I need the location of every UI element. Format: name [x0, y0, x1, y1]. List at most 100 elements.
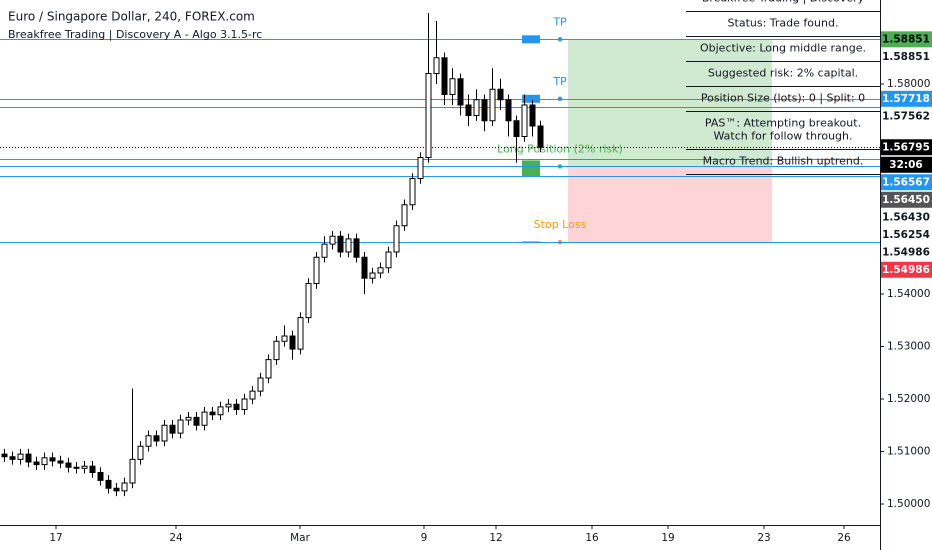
- info-text: Position Size (lots): 0 | Split: 0: [701, 92, 865, 105]
- candle-body: [441, 57, 448, 95]
- candle-body: [233, 403, 240, 410]
- x-tick-label: 19: [661, 532, 674, 544]
- candle-body: [457, 78, 464, 106]
- price-tag-label: 1.58851: [882, 33, 930, 45]
- candle-body: [353, 238, 360, 258]
- candle-body: [385, 251, 392, 269]
- price-tag: [881, 108, 932, 125]
- level-marker: [522, 94, 540, 103]
- candle-body: [321, 243, 328, 258]
- profit-zone: [568, 39, 772, 167]
- price-tag-label: 1.56450: [882, 194, 930, 206]
- candle-body: [161, 424, 168, 442]
- y-tick-label: 1.51000: [887, 446, 930, 458]
- candle-body: [417, 157, 424, 179]
- candle-body: [25, 453, 32, 463]
- x-tick-label: 17: [49, 532, 62, 544]
- candle-body: [177, 419, 184, 434]
- y-tick-label: 1.52000: [887, 393, 930, 405]
- candle-body: [97, 472, 104, 481]
- y-tick-label: 1.50000: [887, 498, 930, 510]
- price-tag: [881, 244, 932, 261]
- candle-body: [361, 256, 368, 279]
- candle-body: [377, 267, 384, 274]
- candle-body: [281, 335, 288, 342]
- position-layer: TP TP Long Position (2% risk) Stop Loss: [497, 15, 772, 245]
- countdown-tag: [881, 156, 932, 173]
- candle-body: [425, 73, 432, 158]
- price-tag: [881, 261, 932, 278]
- candle-body: [529, 104, 536, 127]
- price-tag: [881, 209, 932, 226]
- price-tag: [881, 48, 932, 65]
- candle-body: [497, 88, 504, 101]
- candle-body: [201, 411, 208, 426]
- y-tick-label: 1.53000: [887, 341, 930, 353]
- y-tick-label: 1.58000: [887, 78, 930, 90]
- level-label: TP: [552, 75, 567, 88]
- info-text: Macro Trend: Bullish uptrend.: [703, 155, 864, 168]
- candle-body: [433, 57, 440, 74]
- candle-body: [465, 104, 472, 116]
- candle-body: [505, 99, 512, 122]
- level-label: Stop Loss: [534, 218, 587, 231]
- candle-body: [289, 335, 296, 350]
- info-text: Watch for follow through.: [713, 130, 852, 143]
- candle-body: [169, 424, 176, 434]
- info-text: Suggested risk: 2% capital.: [708, 67, 858, 80]
- candle-body: [105, 479, 112, 489]
- candle-body: [369, 272, 376, 279]
- candle-body: [305, 283, 312, 319]
- candle-body: [129, 458, 136, 484]
- price-tag: [881, 226, 932, 243]
- candle-body: [145, 435, 152, 447]
- chart-subtitle: Breakfree Trading | Discovery A - Algo 3…: [8, 28, 262, 41]
- candle-body: [537, 125, 544, 148]
- candle-body: [9, 456, 16, 460]
- info-text: Status: Trade found.: [728, 17, 839, 30]
- candle-body: [89, 465, 96, 474]
- price-tag-label: 1.58851: [882, 51, 930, 63]
- candle-body: [273, 340, 280, 361]
- price-tag: [881, 139, 932, 156]
- candle-body: [73, 466, 80, 469]
- candle-body: [241, 398, 248, 410]
- x-tick-label: 23: [757, 532, 770, 544]
- candle-body: [481, 99, 488, 122]
- price-tag: [881, 174, 932, 191]
- chart-title: Euro / Singapore Dollar, 240, FOREX.com: [8, 10, 255, 24]
- candle-body: [225, 403, 232, 408]
- candle-body: [257, 377, 264, 392]
- candle-body: [17, 453, 24, 460]
- candle-body: [249, 390, 256, 400]
- candle-body: [185, 416, 192, 421]
- candle-body: [113, 487, 120, 492]
- info-text: Objective: Long middle range.: [700, 42, 866, 55]
- candle-body: [489, 88, 496, 122]
- candle-body: [209, 411, 216, 416]
- candle-body: [193, 416, 200, 426]
- level-label: Long Position (2% risk): [497, 142, 623, 155]
- level-dot: [557, 96, 563, 102]
- candle-body: [265, 359, 272, 379]
- candle-body: [329, 235, 336, 245]
- candle-body: [409, 178, 416, 206]
- info-panel: Breakfree Trading | Discovery Status: Tra…: [686, 0, 880, 175]
- candle-body: [297, 317, 304, 350]
- price-tag-label: 1.54986: [882, 264, 930, 276]
- price-tag-label: 1.56254: [882, 229, 930, 241]
- candle-layer: [1, 13, 544, 497]
- candle-body: [337, 235, 344, 253]
- candle-body: [49, 457, 56, 462]
- candle-body: [401, 204, 408, 227]
- candle-body: [217, 406, 224, 416]
- candle-body: [121, 482, 128, 492]
- candle-body: [33, 461, 40, 466]
- x-tick-label: 24: [169, 532, 183, 544]
- candle-body: [65, 462, 72, 468]
- x-tick-label: 26: [837, 532, 851, 544]
- entry-marker: [522, 160, 540, 177]
- x-tick-label: 9: [421, 532, 428, 544]
